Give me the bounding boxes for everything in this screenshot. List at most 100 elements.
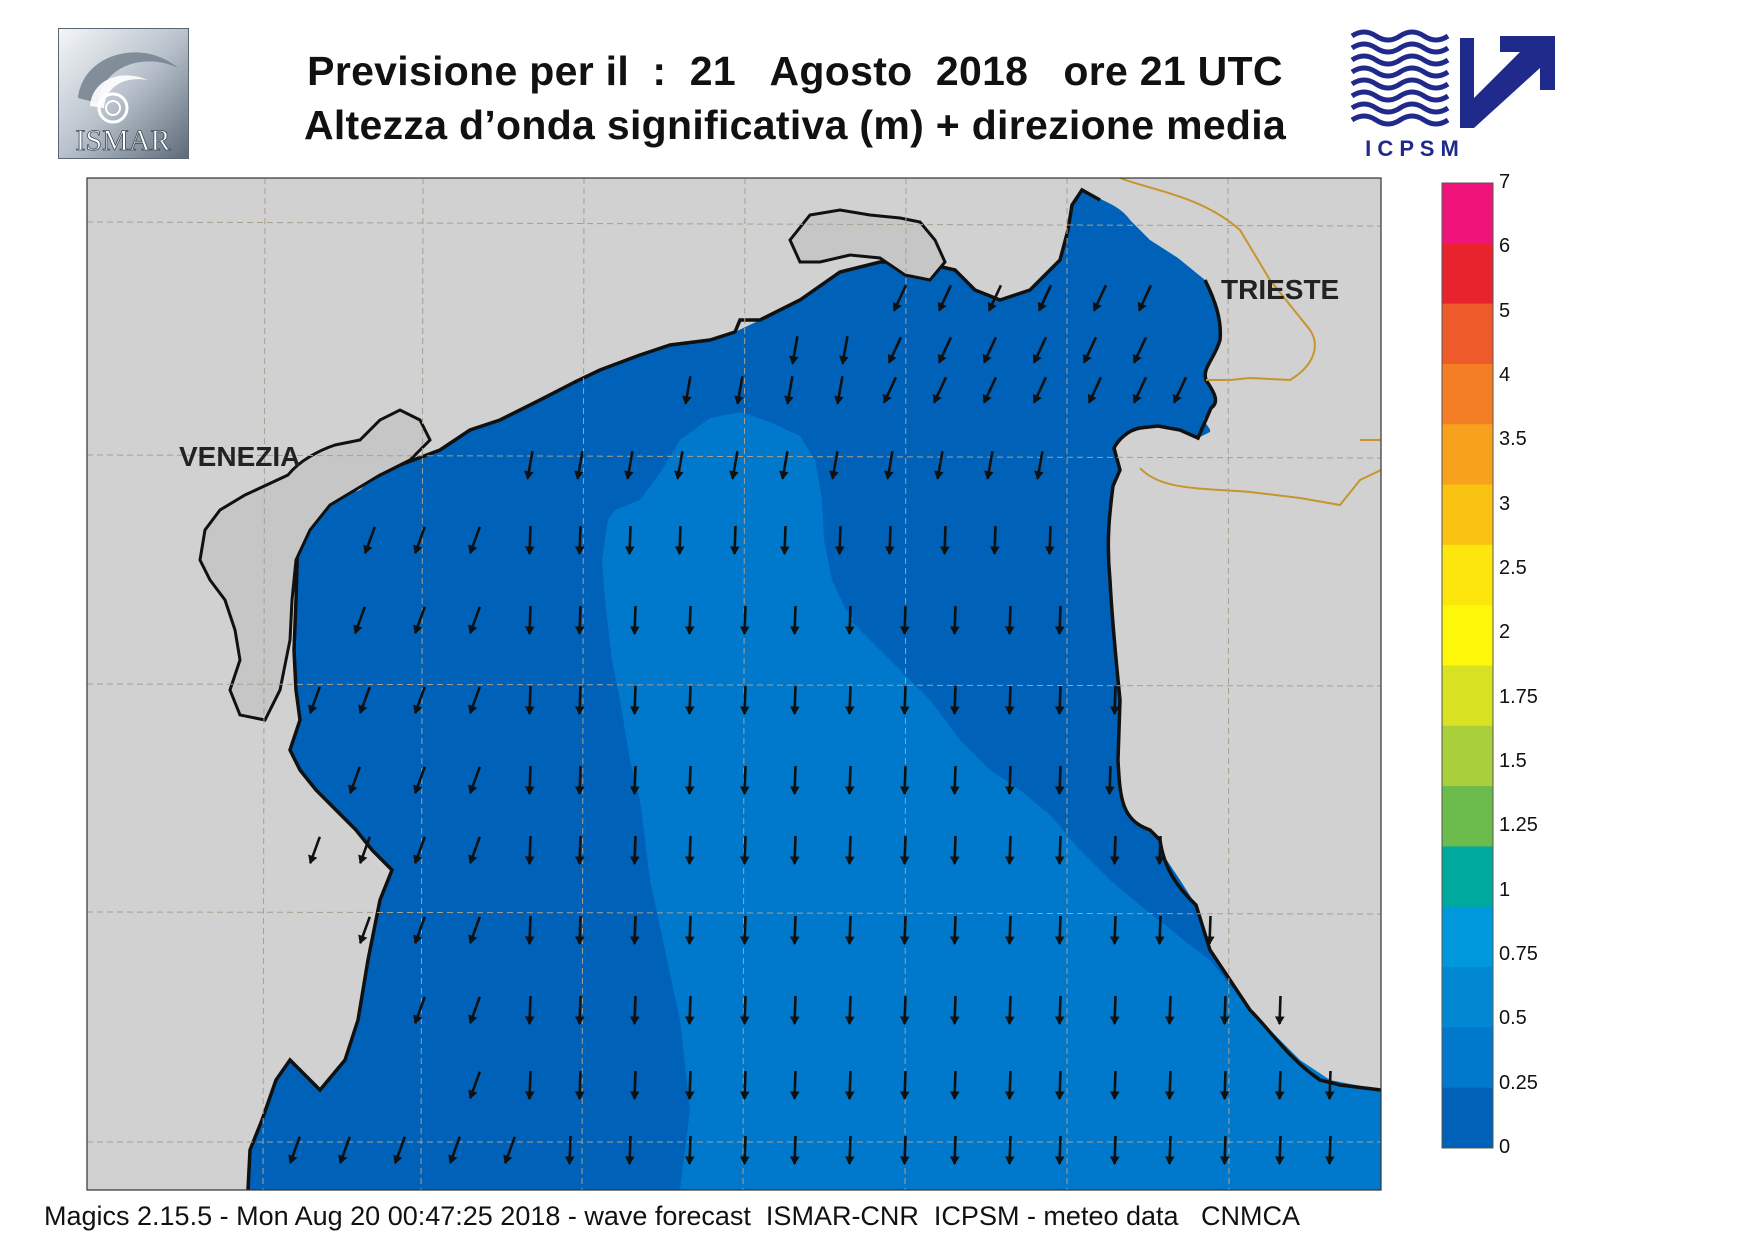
color-scale-swatch — [1442, 846, 1493, 908]
wave-direction-arrowhead — [844, 1156, 855, 1165]
wave-direction-arrowhead — [1324, 1091, 1335, 1100]
wave-direction-arrowhead — [684, 706, 695, 715]
wave-direction-arrowhead — [1092, 301, 1102, 312]
wave-direction-arrowhead — [899, 856, 910, 865]
wave-direction-arrowhead — [844, 786, 855, 795]
wave-direction-arrowhead — [574, 856, 585, 865]
wave-direction-arrowhead — [1164, 1091, 1175, 1100]
wave-direction-arrowhead — [1137, 301, 1147, 312]
wave-direction-arrowhead — [899, 706, 910, 715]
color-scale-tick-label: 1.5 — [1499, 750, 1527, 772]
wave-direction-arrowhead — [789, 786, 800, 795]
wave-direction-arrowhead — [1054, 856, 1065, 865]
color-scale-tick-label: 4 — [1499, 364, 1511, 386]
color-scale-swatch — [1442, 544, 1493, 606]
wave-direction-arrowhead — [574, 626, 585, 635]
color-scale-swatch — [1442, 786, 1493, 847]
wave-direction-arrowhead — [789, 626, 800, 635]
wave-direction-arrowhead — [739, 786, 750, 795]
wave-direction-arrowhead — [739, 1091, 750, 1100]
wave-direction-arrowhead — [308, 704, 318, 715]
wave-direction-arrowhead — [949, 1091, 960, 1100]
wave-direction-arrowhead — [1004, 706, 1015, 715]
ismar-logo-text: ISMAR — [75, 124, 170, 157]
city-label-trieste: TRIESTE — [1221, 274, 1340, 305]
wave-direction-arrowhead — [1004, 626, 1015, 635]
wave-direction-arrowhead — [887, 353, 897, 364]
wave-direction-arrowhead — [468, 624, 478, 635]
color-scale-swatch — [1442, 1027, 1493, 1089]
wave-direction-arrowhead — [629, 786, 640, 795]
wave-direction-arrowhead — [468, 854, 478, 865]
wave-direction-arrowhead — [524, 856, 535, 865]
wave-direction-arrowhead — [949, 786, 960, 795]
wave-direction-arrowhead — [734, 395, 744, 405]
wave-direction-arrowhead — [674, 470, 684, 480]
wave-direction-arrowhead — [1154, 936, 1165, 945]
color-scale-swatch — [1442, 183, 1493, 244]
wave-direction-arrowhead — [949, 1156, 960, 1165]
wave-direction-arrowhead — [1132, 393, 1142, 404]
wave-direction-arrowhead — [413, 784, 423, 795]
wave-direction-arrowhead — [468, 544, 478, 555]
wave-direction-arrowhead — [338, 1154, 348, 1165]
wave-direction-arrowhead — [899, 1091, 910, 1100]
wave-direction-arrowhead — [684, 1091, 695, 1100]
wave-direction-arrowhead — [413, 544, 423, 555]
wave-direction-arrowhead — [1154, 856, 1165, 865]
wave-direction-arrowhead — [1109, 1091, 1120, 1100]
wave-direction-arrowhead — [629, 1091, 640, 1100]
wave-direction-arrowhead — [524, 936, 535, 945]
wave-height-color-scale — [1442, 183, 1493, 1149]
wave-direction-arrowhead — [1004, 856, 1015, 865]
wave-direction-arrowhead — [413, 934, 423, 945]
color-scale-swatch — [1442, 243, 1493, 305]
wave-direction-arrowhead — [624, 546, 635, 555]
wave-direction-arrowhead — [524, 470, 534, 480]
color-scale-tick-label: 2.5 — [1499, 557, 1527, 579]
map-frame — [86, 177, 1382, 1191]
wave-direction-arrowhead — [987, 301, 997, 312]
color-scale-tick-label: 6 — [1499, 235, 1511, 258]
color-scale-tick-label: 3 — [1499, 492, 1511, 515]
wave-direction-arrowhead — [839, 355, 849, 365]
wave-direction-arrowhead — [899, 626, 910, 635]
wave-direction-arrowhead — [982, 353, 992, 364]
wave-direction-arrowhead — [468, 934, 478, 945]
wave-direction-arrowhead — [1034, 470, 1044, 480]
wave-direction-arrowhead — [1204, 936, 1215, 945]
wave-direction-arrowhead — [1274, 1156, 1285, 1165]
color-scale-tick-label: 1 — [1499, 878, 1511, 901]
wave-direction-arrowhead — [413, 854, 423, 865]
wave-direction-arrowhead — [574, 1091, 585, 1100]
color-scale-tick-label: 1.75 — [1499, 685, 1538, 708]
wave-direction-arrowhead — [1004, 1016, 1015, 1025]
wave-direction-arrowhead — [1054, 626, 1065, 635]
wave-direction-arrowhead — [624, 1156, 635, 1165]
wave-direction-arrowhead — [844, 1016, 855, 1025]
wave-direction-arrowhead — [1082, 353, 1092, 364]
footer-credits: Magics 2.15.5 - Mon Aug 20 00:47:25 2018… — [44, 1201, 1301, 1231]
color-scale-tick-label: 1.25 — [1499, 814, 1538, 837]
wave-direction-arrowhead — [1324, 1156, 1335, 1165]
wave-direction-arrowhead — [1054, 1016, 1065, 1025]
wave-direction-arrowhead — [524, 546, 535, 555]
wave-direction-arrowhead — [674, 546, 685, 555]
color-scale-swatch — [1442, 967, 1493, 1028]
wave-direction-arrowhead — [1172, 393, 1182, 404]
color-scale-swatch — [1442, 725, 1493, 787]
ismar-logo-icon: ISMAR — [58, 28, 189, 159]
wave-direction-arrowhead — [1004, 786, 1015, 795]
color-scale-swatch — [1442, 906, 1493, 968]
wave-direction-arrowhead — [629, 1016, 640, 1025]
wave-direction-arrowhead — [829, 470, 839, 480]
wave-direction-arrowhead — [1109, 706, 1120, 715]
wave-direction-arrowhead — [1087, 393, 1097, 404]
wave-direction-arrowhead — [1032, 393, 1042, 404]
wave-direction-arrowhead — [939, 546, 950, 555]
wave-direction-arrowhead — [1109, 936, 1120, 945]
wave-direction-arrowhead — [1044, 546, 1055, 555]
wave-direction-arrowhead — [468, 784, 478, 795]
wave-direction-arrowhead — [574, 1016, 585, 1025]
wave-direction-arrowhead — [739, 1016, 750, 1025]
